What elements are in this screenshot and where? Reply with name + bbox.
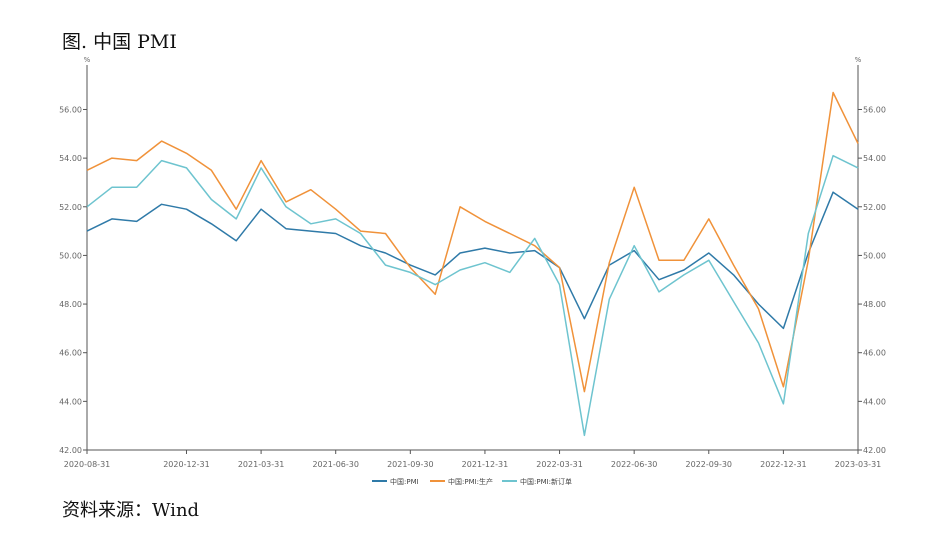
- series-line-2: [86, 91, 859, 393]
- x-tick-label: 2022-12-31: [760, 460, 807, 469]
- y-axis-unit-right: %: [855, 56, 862, 64]
- x-tick-label: 2022-06-30: [611, 460, 658, 469]
- x-tick-label: 2021-06-30: [312, 460, 359, 469]
- y-tick-label-right: 42.00: [863, 446, 886, 455]
- x-tick-label: 2022-09-30: [686, 460, 733, 469]
- y-tick-label-left: 42.00: [59, 446, 82, 455]
- y-tick-label-right: 54.00: [863, 154, 886, 163]
- y-tick-label-right: 44.00: [863, 397, 886, 406]
- y-tick-label-left: 44.00: [59, 397, 82, 406]
- x-tick-label: 2022-03-31: [536, 460, 583, 469]
- y-tick-label-right: 52.00: [863, 203, 886, 212]
- chart-source: 资料来源：Wind: [62, 500, 200, 521]
- y-tick-label-left: 48.00: [59, 300, 82, 309]
- x-tick-label: 2020-12-31: [163, 460, 210, 469]
- x-tick-label: 2021-09-30: [387, 460, 434, 469]
- x-tick-label: 2020-08-31: [64, 460, 111, 469]
- y-axis-unit-left: %: [84, 56, 91, 64]
- series-line-3: [86, 154, 859, 437]
- y-tick-label-right: 46.00: [863, 349, 886, 358]
- y-tick-label-left: 56.00: [59, 105, 82, 114]
- series-line-1: [86, 191, 859, 330]
- y-tick-label-right: 50.00: [863, 251, 886, 260]
- x-tick-label: 2021-12-31: [462, 460, 509, 469]
- y-tick-label-left: 46.00: [59, 349, 82, 358]
- y-tick-label-right: 48.00: [863, 300, 886, 309]
- y-tick-label-left: 54.00: [59, 154, 82, 163]
- legend-label-3: 中国:PMI:新订单: [520, 477, 572, 486]
- y-tick-label-left: 50.00: [59, 251, 82, 260]
- x-tick-label: 2021-03-31: [238, 460, 285, 469]
- x-tick-label: 2023-03-31: [835, 460, 882, 469]
- y-tick-label-right: 56.00: [863, 105, 886, 114]
- y-tick-label-left: 52.00: [59, 203, 82, 212]
- legend-label-2: 中国:PMI:生产: [448, 477, 493, 486]
- chart-title: 图. 中国 PMI: [62, 31, 177, 53]
- legend-label-1: 中国:PMI: [390, 477, 419, 486]
